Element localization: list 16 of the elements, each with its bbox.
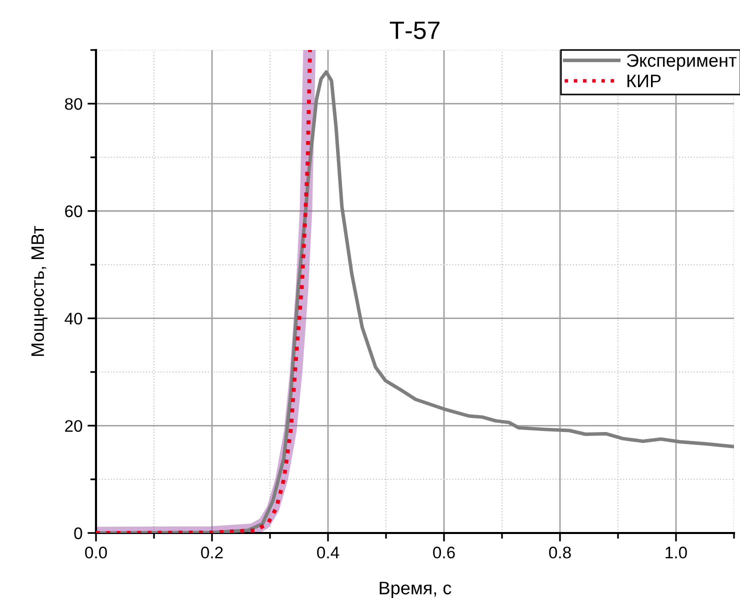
x-tick-label: 1.0: [666, 546, 687, 558]
legend-label: КИР: [628, 74, 661, 88]
x-axis-title: Время, с: [380, 582, 452, 598]
x-tick-label: 0.4: [317, 546, 340, 558]
x-tick-label: 0.2: [201, 546, 223, 558]
y-tick-label: 60: [65, 205, 82, 218]
y-tick-label: 0: [74, 527, 82, 540]
x-tick-label: 0.0: [85, 546, 107, 558]
y-tick-label: 40: [64, 312, 82, 325]
legend-label: Эксперимент: [626, 54, 736, 70]
y-axis-title: Мощность, МВт: [31, 226, 48, 356]
y-tick-label: 80: [64, 98, 82, 110]
chart-title: Т-57: [390, 22, 440, 40]
y-tick-label: 20: [65, 420, 82, 432]
x-tick-label: 0.8: [549, 546, 571, 558]
x-tick-label: 0.6: [433, 546, 455, 558]
